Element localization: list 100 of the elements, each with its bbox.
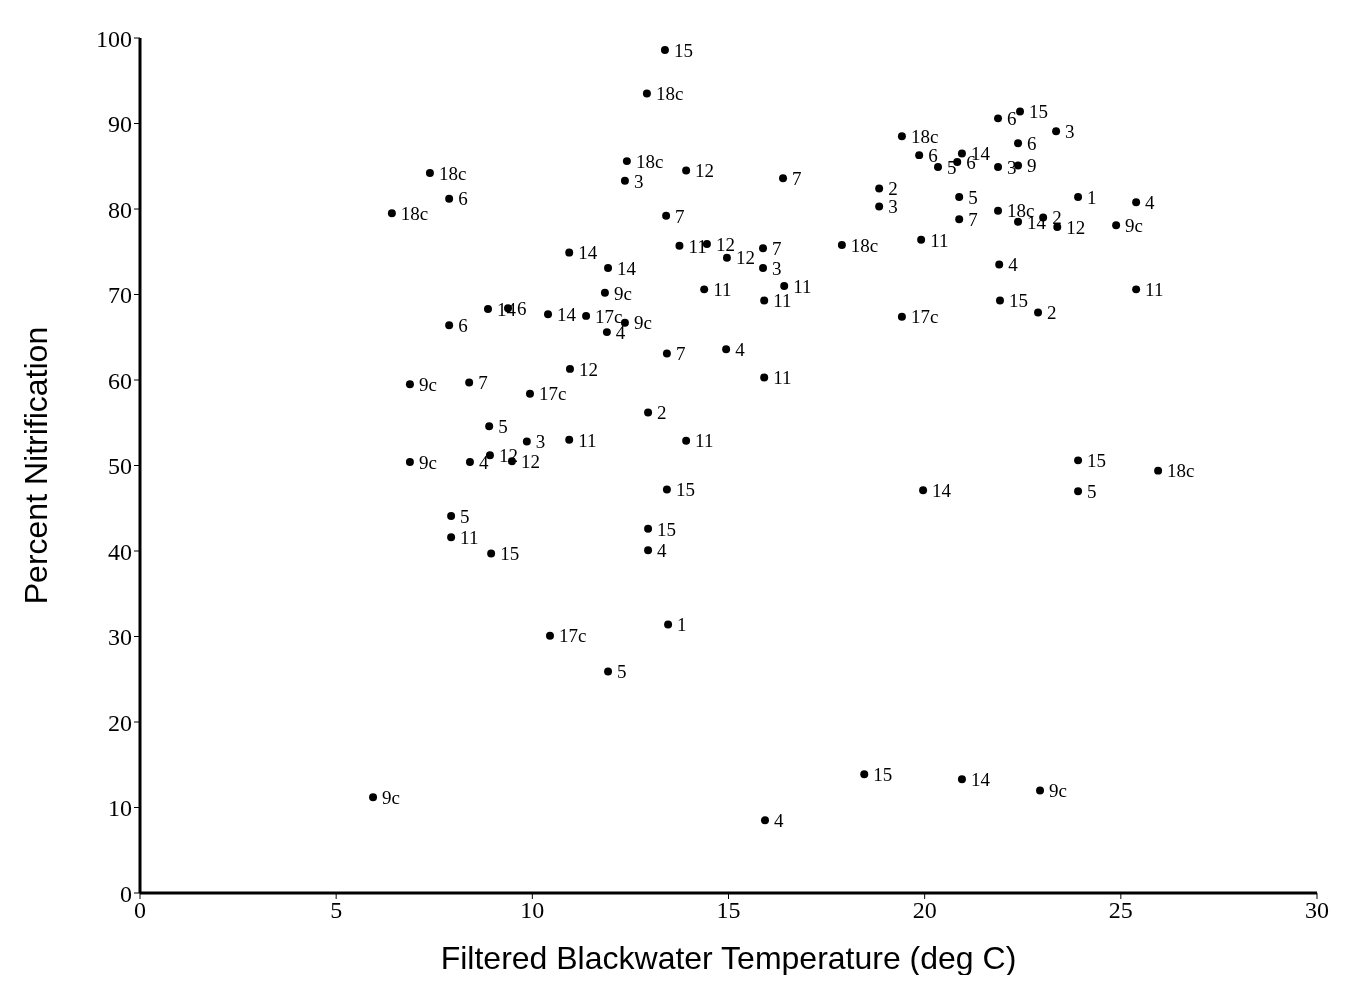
text: 11 <box>578 429 597 451</box>
point <box>445 321 454 330</box>
text: 11 <box>713 279 732 301</box>
point <box>994 163 1003 172</box>
text: 12 <box>735 247 755 269</box>
point <box>405 458 414 467</box>
point <box>1112 221 1121 230</box>
text: 9c <box>1125 214 1144 236</box>
text: 5 <box>968 186 978 208</box>
point <box>1132 198 1141 207</box>
text: 14 <box>970 769 990 791</box>
text: 9c <box>1049 780 1067 802</box>
series-label: 3 <box>633 170 644 192</box>
text: 4 <box>657 539 667 561</box>
y-tick-label: 30 <box>108 624 132 651</box>
point <box>761 816 769 825</box>
y-tick-label: 60 <box>108 367 132 394</box>
text: 12 <box>578 358 598 380</box>
point <box>622 157 631 166</box>
text: 7 <box>772 238 782 260</box>
text: 2 <box>657 402 667 424</box>
point <box>660 45 669 54</box>
text: 12 <box>520 450 540 472</box>
text: 4 <box>735 338 745 360</box>
series-label: 9 <box>1027 155 1037 177</box>
series-label: 1 <box>1087 186 1097 208</box>
text: 18c <box>655 83 684 105</box>
point <box>604 667 613 676</box>
point <box>642 89 651 98</box>
text: 6 <box>1027 132 1037 154</box>
text: 11 <box>930 229 949 251</box>
point <box>644 408 653 417</box>
point <box>759 264 768 272</box>
point <box>897 132 906 141</box>
point <box>447 511 456 520</box>
point <box>875 184 884 193</box>
text: 4 <box>773 810 784 832</box>
point <box>662 349 671 358</box>
text: 7 <box>675 205 685 227</box>
point <box>779 174 788 183</box>
series-label: 7 <box>792 167 802 189</box>
text: 15 <box>1087 450 1107 472</box>
point <box>1052 127 1061 136</box>
y-tick-label: 10 <box>108 795 132 822</box>
y-tick-label: 0 <box>120 880 132 907</box>
point <box>682 436 691 445</box>
text: 7 <box>675 343 686 365</box>
text: 12 <box>715 233 735 255</box>
point <box>759 244 768 253</box>
point <box>700 285 709 294</box>
text: 17c <box>910 306 939 328</box>
text: 11 <box>773 367 792 389</box>
point <box>1154 466 1163 475</box>
text: 14 <box>932 480 952 502</box>
text: 3 <box>1065 120 1075 142</box>
point <box>722 253 731 262</box>
text: 18c <box>635 150 664 172</box>
text: 11 <box>793 275 812 297</box>
text: 6 <box>1007 108 1017 130</box>
point <box>522 437 531 446</box>
text: 14 <box>617 257 637 279</box>
text: 9c <box>613 282 632 304</box>
point <box>644 546 653 555</box>
point <box>996 296 1004 305</box>
point <box>566 364 574 373</box>
point <box>875 202 884 211</box>
text: 5 <box>1087 480 1097 502</box>
text: 14 <box>557 303 577 325</box>
text: 2 <box>1047 302 1057 324</box>
text: 18c <box>400 203 429 225</box>
point <box>546 631 554 640</box>
y-tick-label: 80 <box>108 196 132 223</box>
text: 15 <box>1028 101 1048 123</box>
point <box>780 281 789 290</box>
text: 12 <box>695 160 715 182</box>
x-tick-label: 25 <box>1108 897 1133 924</box>
point <box>604 264 613 272</box>
text: 3 <box>535 431 546 453</box>
point <box>860 770 869 779</box>
point <box>405 380 414 389</box>
point <box>995 260 1004 269</box>
point <box>565 248 574 257</box>
series-label: 15 <box>500 543 520 565</box>
point <box>837 240 846 249</box>
x-tick-label: 10 <box>520 897 545 924</box>
point <box>1014 217 1023 226</box>
point <box>369 793 378 802</box>
text: 3 <box>772 257 782 279</box>
point <box>1132 285 1141 294</box>
point <box>620 176 629 185</box>
point <box>425 169 434 178</box>
point <box>600 288 609 297</box>
text: 1 <box>677 614 687 636</box>
point <box>760 296 769 305</box>
point <box>955 193 964 202</box>
y-tick-label: 20 <box>108 709 132 736</box>
text: 7 <box>968 209 978 230</box>
point <box>1074 193 1083 202</box>
point <box>955 215 964 224</box>
point <box>1036 786 1044 795</box>
